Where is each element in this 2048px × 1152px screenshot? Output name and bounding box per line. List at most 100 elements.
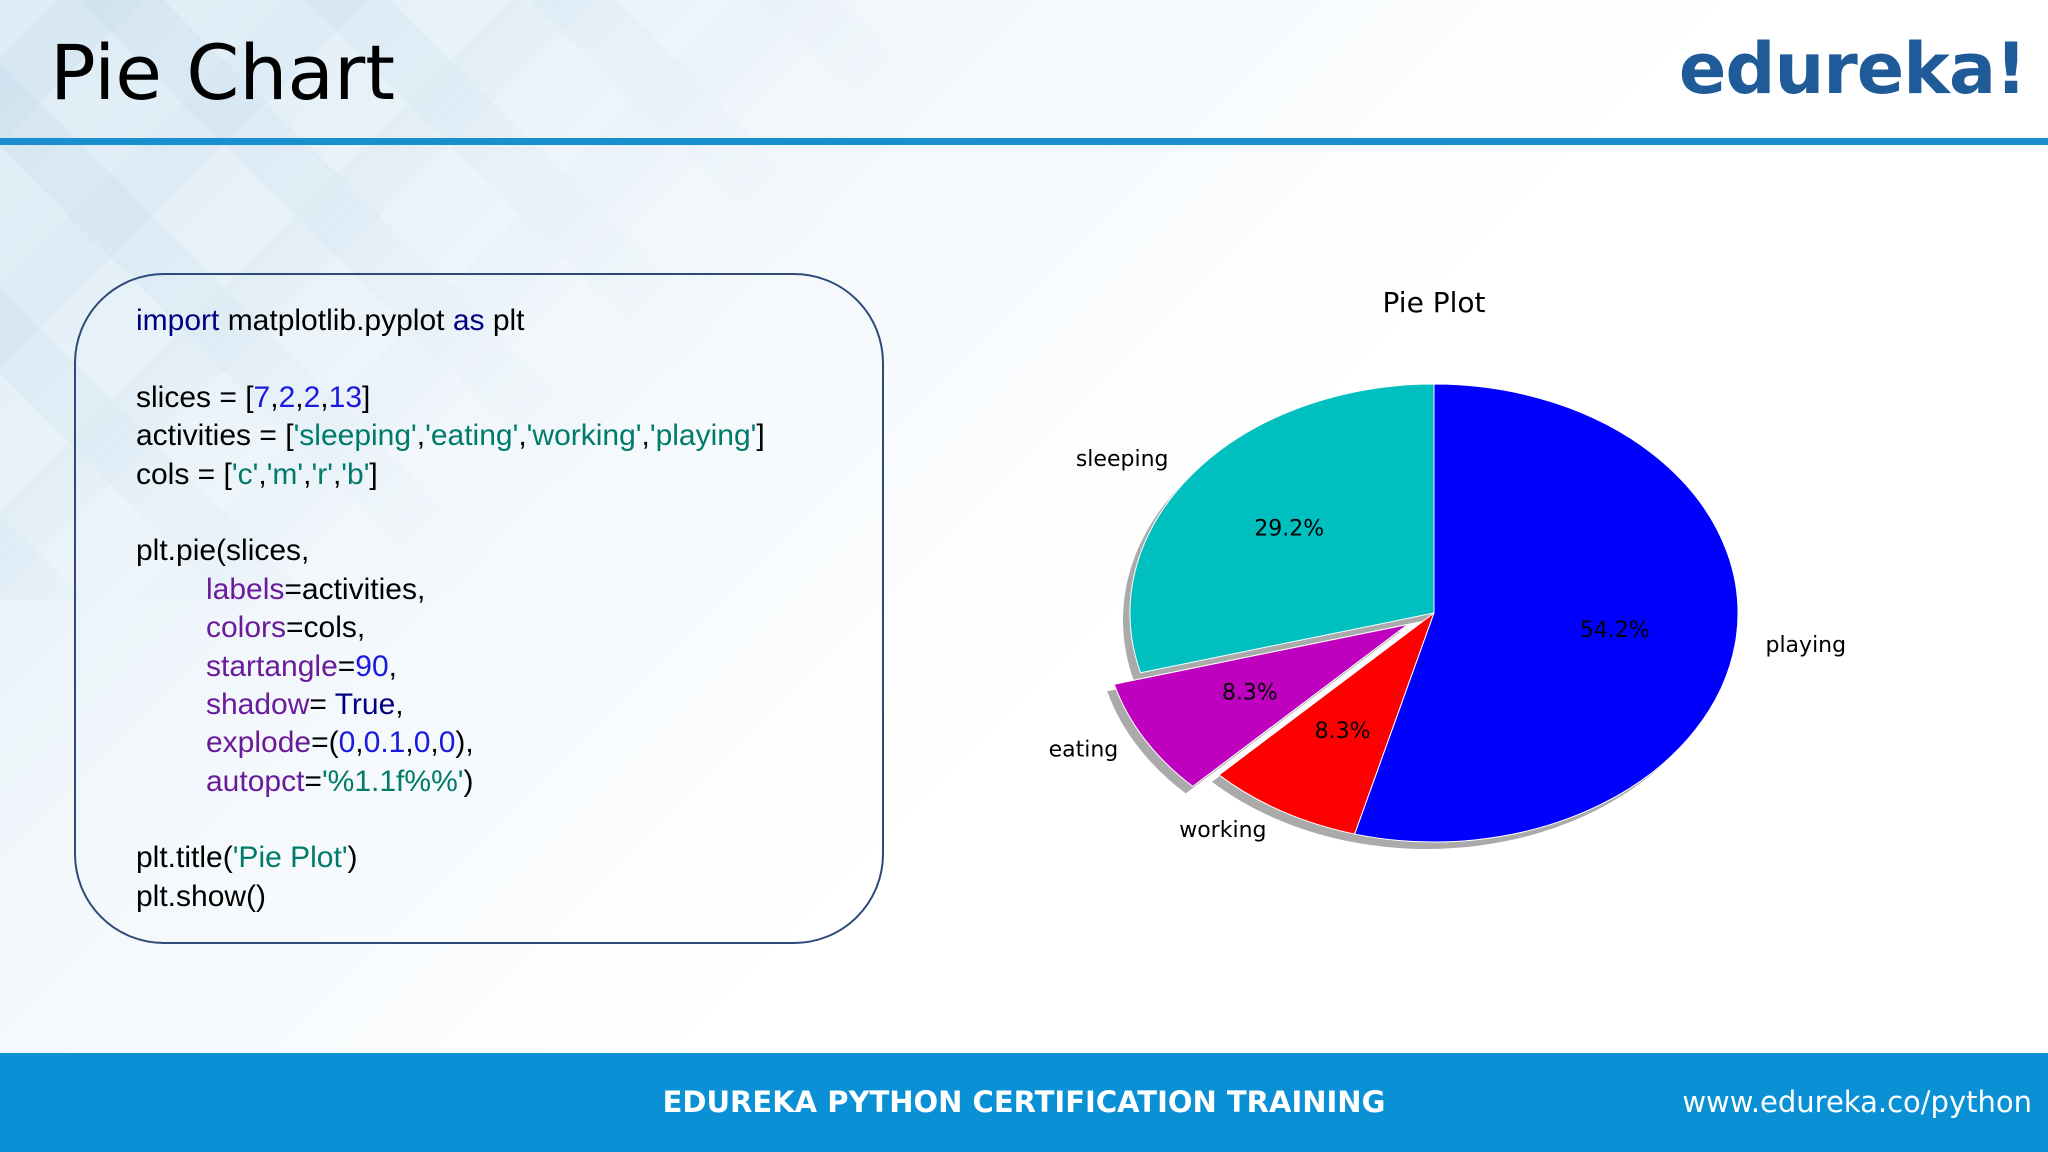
code-token: , [430, 726, 439, 760]
code-line: import matplotlib.pyplot as plt [136, 302, 765, 340]
code-token: , [320, 380, 329, 414]
value-label: 54.2% [1580, 618, 1650, 643]
code-token: , [270, 380, 279, 414]
code-token: plt.pie(slices, [136, 534, 310, 568]
footer-url: www.edureka.co/python [1682, 1085, 2032, 1119]
value-label: 8.3% [1222, 680, 1278, 705]
code-token: ] [362, 380, 371, 414]
code-token: 'eating' [425, 419, 519, 453]
footer [0, 1053, 2048, 1152]
code-line: cols = ['c','m','r','b'] [136, 456, 765, 494]
code-token: ), [455, 726, 474, 760]
wedge [1129, 383, 1435, 674]
code-block: plt.pie(slices, labels=activities, color… [136, 532, 765, 801]
code-token: =cols, [286, 611, 366, 645]
wedge [1113, 623, 1408, 788]
category-label: sleeping [1076, 447, 1169, 472]
code-token: '%1.1f%%' [321, 764, 464, 798]
code-token: as [452, 304, 485, 337]
code-token: 0.1 [363, 726, 406, 760]
code-token: , [405, 726, 414, 760]
code-token: ] [756, 419, 765, 453]
code-token: 'm' [266, 457, 304, 491]
code-token: 2 [303, 380, 321, 414]
category-label: eating [1049, 738, 1119, 763]
code-token: True [334, 687, 396, 721]
code-token: activities = [ [136, 419, 294, 453]
code-token: ) [463, 764, 474, 798]
code-block: plt.title('Pie Plot') plt.show() [136, 839, 765, 916]
code-line: shadow= True, [136, 686, 765, 724]
code-token: , [388, 649, 397, 683]
code-line: colors=cols, [136, 609, 765, 647]
slide-title: Pie Chart [50, 28, 396, 117]
value-label: 8.3% [1315, 719, 1371, 744]
code-token: shadow [136, 687, 310, 721]
code-block: import matplotlib.pyplot as plt [136, 302, 765, 340]
code-token: = [304, 764, 322, 798]
code-token: labels [136, 572, 285, 606]
logo: edureka! [1678, 28, 2027, 110]
code-token: , [295, 380, 304, 414]
code-token: 'sleeping' [293, 419, 417, 453]
code-token: , [303, 457, 312, 491]
footer-title: EDUREKA PYTHON CERTIFICATION TRAINING [662, 1085, 1386, 1119]
code: import matplotlib.pyplot as plt slices = … [136, 302, 765, 955]
code-line: autopct='%1.1f%%') [136, 763, 765, 801]
code-token: , [518, 419, 527, 453]
code-token: plt.show() [136, 879, 267, 913]
wedge [1218, 611, 1436, 835]
code-token: , [332, 457, 342, 491]
code-token: = [309, 687, 335, 721]
code-token: , [258, 457, 267, 491]
code-token: 'c' [231, 457, 259, 491]
code-token: startangle [136, 649, 338, 683]
code-token: 7 [253, 380, 271, 414]
code-token: plt.title( [136, 841, 233, 875]
code-token: plt [484, 304, 525, 337]
code-block: slices = [7,2,2,13] activities = ['sleepi… [136, 379, 765, 494]
code-line: activities = ['sleeping','eating','worki… [136, 417, 765, 455]
code-token: , [416, 419, 426, 453]
code-token: slices = [ [136, 380, 254, 414]
wedge [1354, 383, 1739, 843]
code-token: colors [136, 611, 287, 645]
code-line: plt.show() [136, 878, 765, 916]
code-line: labels=activities, [136, 571, 765, 609]
code-token: ] [369, 457, 378, 491]
chart-title: Pie Plot [1383, 286, 1486, 319]
code-token: cols = [ [136, 457, 232, 491]
code-token: =( [311, 726, 339, 760]
code-token: import [136, 304, 220, 337]
category-label: playing [1765, 633, 1846, 658]
code-token: 'Pie Plot' [232, 841, 348, 875]
code-token: , [641, 419, 650, 453]
code-token: , [395, 687, 404, 721]
code-token: 0 [438, 726, 456, 760]
code-token: autopct [136, 764, 305, 798]
code-token: 2 [278, 380, 296, 414]
code-line: plt.pie(slices, [136, 532, 765, 570]
code-token: 0 [338, 726, 356, 760]
code-token: 'r' [311, 457, 333, 491]
code-line: plt.title('Pie Plot') [136, 839, 765, 877]
header-rule [0, 138, 2048, 145]
code-token: 'playing' [649, 419, 757, 453]
code-line: startangle=90, [136, 648, 765, 686]
code-token: = [337, 649, 356, 683]
category-label: working [1179, 818, 1266, 843]
code-token: ) [347, 841, 358, 875]
code-token: , [355, 726, 364, 760]
code-line: explode=(0,0.1,0,0), [136, 724, 765, 762]
code-token: 13 [328, 380, 363, 414]
code-box [74, 273, 884, 944]
value-label: 29.2% [1254, 516, 1324, 541]
code-token: 90 [355, 649, 389, 683]
code-token: 0 [413, 726, 431, 760]
code-token: 'b' [341, 457, 370, 491]
code-token: explode [136, 726, 312, 760]
code-token: matplotlib.pyplot [219, 304, 453, 337]
code-token: 'working' [526, 419, 642, 453]
code-token: =activities, [284, 572, 426, 606]
